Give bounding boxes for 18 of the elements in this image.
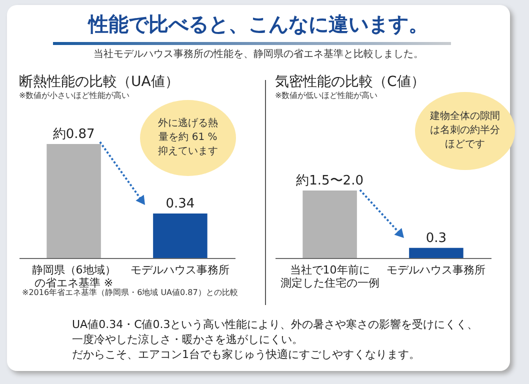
- text: 性能で比べると、こんなに違います。: [86, 11, 430, 38]
- data-label: 0.3: [426, 230, 447, 246]
- chart-title: 気密性能の比較（C値）: [275, 74, 425, 90]
- x-tick-label: モデルハウス事務所: [130, 264, 230, 276]
- chart-title: 断熱性能の比較（UA値）: [19, 74, 179, 90]
- text: 当社モデルハウス事務所の性能を、静岡県の省エネ基準と比較しました。: [92, 48, 424, 61]
- data-label: 約0.87: [52, 127, 95, 142]
- chart-subtitle: ※数値が低いほど性能が高い: [275, 91, 378, 100]
- text: UA値0.34・C値0.3という高い性能により、外の暑さや寒さの影響を受けにくく、: [72, 317, 478, 332]
- text: ※2016年省エネ基準（静岡県・6地域 UA値0.87）との比較: [22, 288, 238, 298]
- x-tick-label: 静岡県（6地域）の省エネ基準 ※: [32, 264, 116, 290]
- data-label: 約1.5〜2.0: [296, 174, 364, 188]
- text: 一度冷やした涼しさ・暖かさを逃がしにくい。: [72, 332, 304, 347]
- x-tick-label: 当社で10年前に測定した住宅の一例: [280, 264, 380, 290]
- chart-subtitle: ※数値が小さいほど性能が高い: [19, 91, 130, 100]
- data-label: 0.34: [166, 196, 195, 212]
- x-tick-label: モデルハウス事務所: [386, 264, 486, 276]
- text: だからこそ、エアコン1台でも家じゅう快適にすごしやすくなります。: [72, 347, 421, 362]
